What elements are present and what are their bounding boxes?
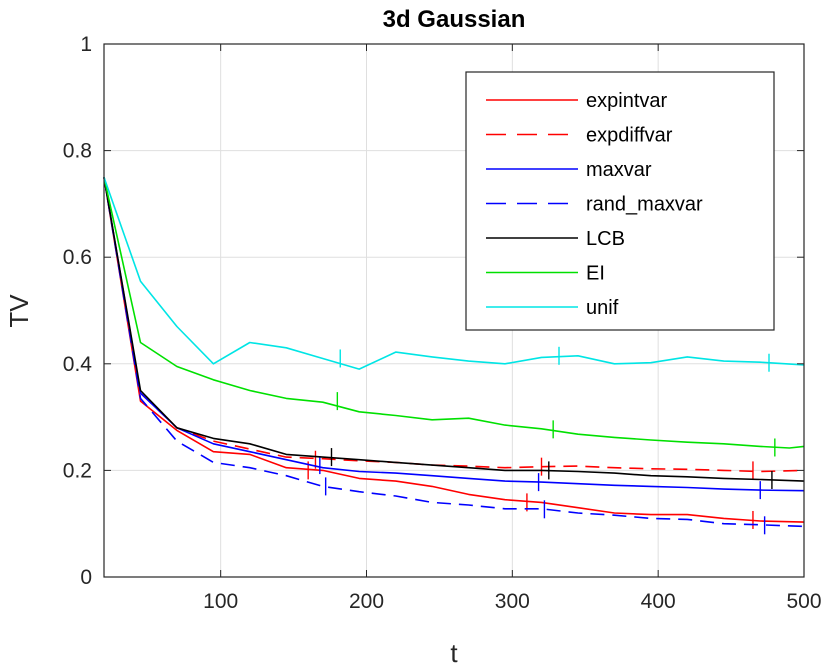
x-tick-label: 100 bbox=[203, 590, 238, 613]
series-line-rand-maxvar bbox=[103, 177, 805, 528]
legend-entry-expintvar: expintvar bbox=[586, 90, 667, 112]
y-tick-label: 0 bbox=[80, 566, 92, 589]
legend-entry-unif: unif bbox=[586, 297, 619, 319]
axes bbox=[103, 43, 805, 578]
y-tick-label: 0.6 bbox=[63, 246, 92, 269]
series-line-unif bbox=[103, 177, 805, 370]
tick-labels: 100 200 300 400 500 0 0.2 0.4 0.6 0.8 1 bbox=[63, 33, 822, 613]
series-line-expintvar bbox=[103, 177, 805, 523]
chart-title: 3d Gaussian bbox=[383, 6, 526, 33]
x-axis-label: t bbox=[450, 638, 458, 667]
legend: expintvar expdiffvar maxvar rand_maxvar LCB E… bbox=[465, 71, 775, 331]
y-tick-label: 1 bbox=[80, 33, 92, 56]
x-tick-label: 400 bbox=[641, 590, 676, 613]
legend-box bbox=[465, 71, 775, 331]
x-tick-label: 200 bbox=[349, 590, 384, 613]
legend-entry-LCB: LCB bbox=[586, 228, 625, 250]
legend-entry-maxvar: maxvar bbox=[586, 159, 652, 181]
y-axis-label: TV bbox=[4, 294, 34, 328]
legend-entry-expdiffvar: expdiffvar bbox=[586, 125, 673, 147]
series-line-maxvar bbox=[103, 177, 805, 492]
x-tick-label: 300 bbox=[495, 590, 530, 613]
y-tick-label: 0.2 bbox=[63, 459, 92, 482]
plot-series bbox=[103, 177, 805, 535]
series-line-LCB bbox=[103, 177, 805, 482]
y-tick-label: 0.4 bbox=[63, 353, 93, 376]
y-tick-label: 0.8 bbox=[63, 140, 92, 163]
legend-entry-rand-maxvar: rand_maxvar bbox=[586, 194, 703, 216]
series-line-EI bbox=[103, 177, 805, 449]
legend-entry-EI: EI bbox=[586, 263, 605, 285]
axes-box bbox=[103, 43, 805, 578]
x-tick-label: 500 bbox=[786, 590, 821, 613]
series-line-expdiffvar bbox=[103, 177, 805, 473]
